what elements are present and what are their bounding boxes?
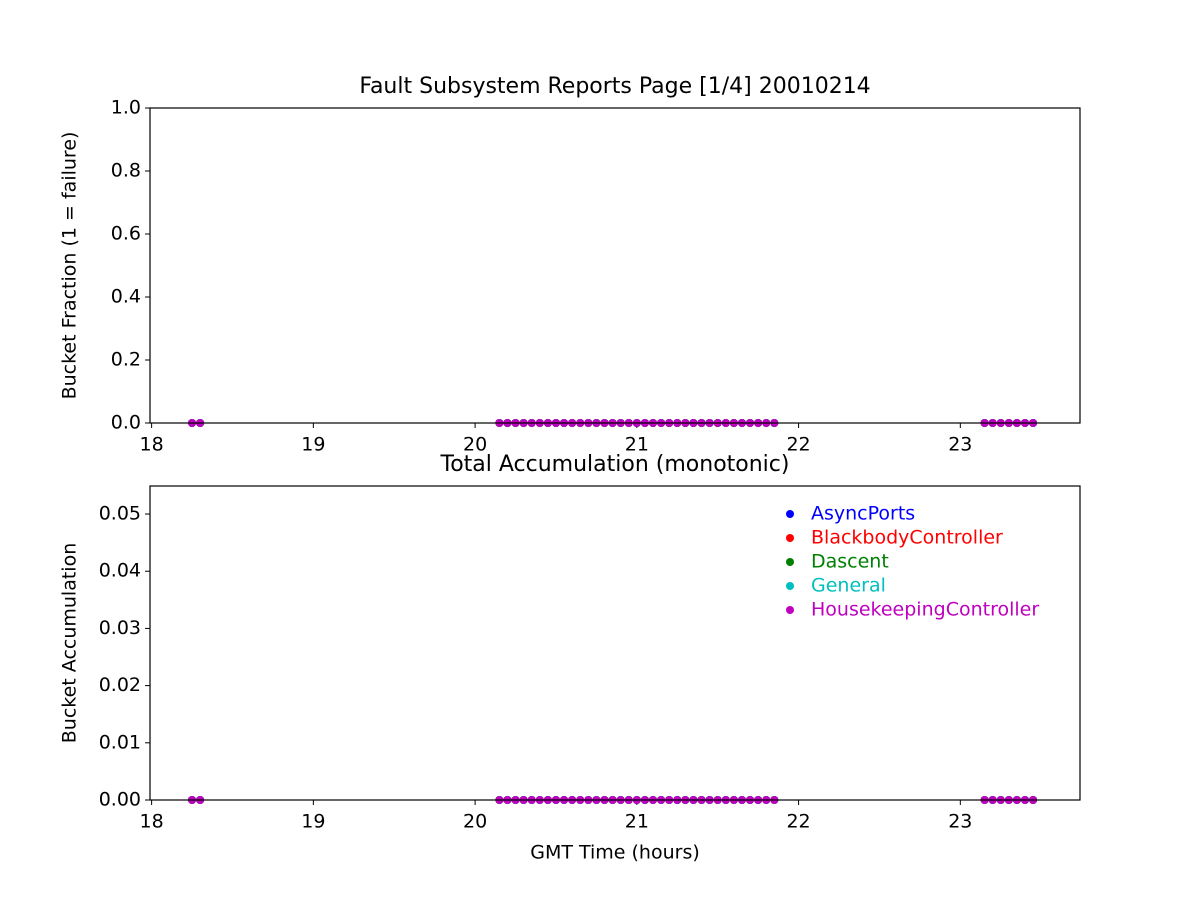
chart-title: Total Accumulation (monotonic) bbox=[440, 452, 790, 477]
legend-label: HousekeepingController bbox=[811, 599, 1039, 621]
legend-label: AsyncPorts bbox=[811, 503, 915, 525]
y-tick-label: 0.0 bbox=[111, 412, 141, 434]
y-tick-label: 0.04 bbox=[99, 560, 141, 582]
legend-label: General bbox=[811, 575, 886, 597]
x-tick-label: 20 bbox=[463, 811, 487, 833]
y-axis-label: Bucket Accumulation bbox=[59, 543, 81, 744]
chart-title: Fault Subsystem Reports Page [1/4] 20010… bbox=[359, 74, 870, 99]
legend-marker bbox=[786, 582, 794, 590]
x-tick-label: 21 bbox=[625, 811, 649, 833]
x-tick-label: 22 bbox=[786, 434, 810, 456]
y-axis-label: Bucket Fraction (1 = failure) bbox=[59, 132, 81, 400]
y-tick-label: 0.6 bbox=[111, 223, 141, 245]
x-axis-label: GMT Time (hours) bbox=[530, 842, 700, 864]
y-tick-label: 0.8 bbox=[111, 160, 141, 182]
x-tick-label: 18 bbox=[140, 811, 164, 833]
legend-label: Dascent bbox=[811, 551, 889, 573]
y-tick-label: 1.0 bbox=[111, 97, 141, 119]
y-tick-label: 0.01 bbox=[99, 731, 141, 753]
legend-marker bbox=[786, 558, 794, 566]
legend-marker bbox=[786, 534, 794, 542]
x-tick-label: 23 bbox=[948, 434, 972, 456]
y-tick-label: 0.00 bbox=[99, 789, 141, 811]
plot-frame bbox=[149, 485, 1081, 801]
legend-marker bbox=[786, 510, 794, 518]
plot-frame bbox=[149, 107, 1081, 424]
x-tick-label: 19 bbox=[301, 811, 325, 833]
y-tick-label: 0.2 bbox=[111, 349, 141, 371]
x-tick-label: 22 bbox=[786, 811, 810, 833]
x-tick-label: 20 bbox=[463, 434, 487, 456]
y-tick-label: 0.4 bbox=[111, 286, 141, 308]
y-tick-label: 0.02 bbox=[99, 674, 141, 696]
legend-marker bbox=[786, 606, 794, 614]
x-tick-label: 19 bbox=[301, 434, 325, 456]
x-tick-label: 21 bbox=[625, 434, 649, 456]
x-tick-label: 18 bbox=[140, 434, 164, 456]
y-tick-label: 0.05 bbox=[99, 503, 141, 525]
legend-label: BlackbodyController bbox=[811, 527, 1003, 549]
y-tick-label: 0.03 bbox=[99, 617, 141, 639]
x-tick-label: 23 bbox=[948, 811, 972, 833]
